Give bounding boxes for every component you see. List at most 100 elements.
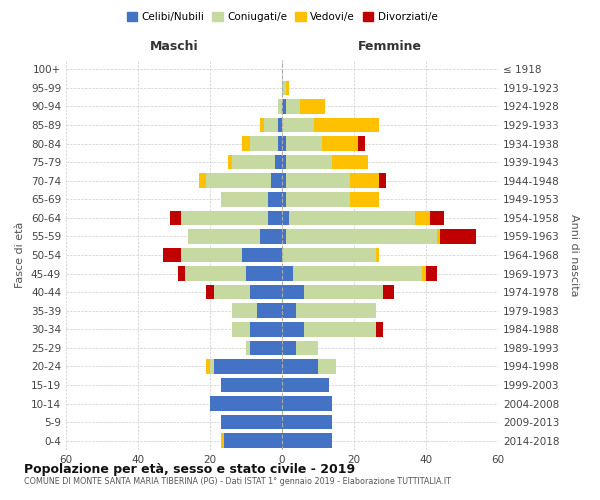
Bar [282,359,318,374]
Text: COMUNE DI MONTE SANTA MARIA TIBERINA (PG) - Dati ISTAT 1° gennaio 2019 - Elabora: COMUNE DI MONTE SANTA MARIA TIBERINA (PG… [24,478,451,486]
Bar [221,434,224,448]
Bar [214,359,282,374]
Bar [286,80,289,95]
Bar [232,155,275,170]
Bar [286,136,322,151]
Bar [278,136,282,151]
Bar [242,136,250,151]
Bar [260,118,264,132]
Bar [221,378,282,392]
Bar [282,248,376,262]
Bar [224,434,282,448]
Bar [188,229,260,244]
Bar [379,174,386,188]
Bar [286,99,300,114]
Bar [278,118,282,132]
Bar [300,99,325,114]
Bar [430,210,444,225]
Bar [257,304,282,318]
Bar [250,322,282,336]
Bar [264,118,278,132]
Bar [185,266,246,281]
Bar [221,415,282,430]
Bar [232,304,257,318]
Bar [178,266,185,281]
Bar [440,229,476,244]
Bar [296,340,318,355]
Bar [282,266,293,281]
Bar [437,229,440,244]
Bar [181,210,268,225]
Bar [293,266,422,281]
Bar [282,136,286,151]
Bar [278,99,282,114]
Bar [318,359,336,374]
Y-axis label: Anni di nascita: Anni di nascita [569,214,579,296]
Bar [282,396,332,411]
Bar [206,285,214,300]
Bar [268,210,282,225]
Bar [289,210,415,225]
Bar [250,340,282,355]
Bar [246,266,282,281]
Text: Maschi: Maschi [149,40,199,52]
Y-axis label: Fasce di età: Fasce di età [16,222,25,288]
Bar [275,155,282,170]
Bar [199,174,206,188]
Bar [314,118,379,132]
Bar [260,229,282,244]
Bar [376,248,379,262]
Bar [282,210,289,225]
Bar [242,248,282,262]
Bar [228,155,232,170]
Bar [282,174,286,188]
Bar [163,248,181,262]
Bar [206,359,210,374]
Bar [282,340,296,355]
Bar [268,192,282,206]
Bar [376,322,383,336]
Text: Femmine: Femmine [358,40,422,52]
Bar [282,378,329,392]
Bar [282,99,286,114]
Bar [322,136,358,151]
Bar [221,192,268,206]
Bar [250,285,282,300]
Bar [282,434,332,448]
Bar [206,174,271,188]
Bar [332,155,368,170]
Bar [296,304,376,318]
Bar [250,136,278,151]
Bar [282,155,286,170]
Bar [286,155,332,170]
Bar [181,248,242,262]
Bar [214,285,250,300]
Bar [282,192,286,206]
Bar [358,136,365,151]
Bar [210,359,214,374]
Bar [210,396,282,411]
Bar [246,340,250,355]
Text: Popolazione per età, sesso e stato civile - 2019: Popolazione per età, sesso e stato civil… [24,462,355,475]
Bar [304,285,383,300]
Bar [383,285,394,300]
Bar [282,229,286,244]
Bar [350,174,379,188]
Bar [426,266,437,281]
Bar [282,80,286,95]
Bar [282,322,304,336]
Bar [271,174,282,188]
Bar [286,192,350,206]
Bar [170,210,181,225]
Bar [286,174,350,188]
Bar [350,192,379,206]
Bar [286,229,437,244]
Legend: Celibi/Nubili, Coniugati/e, Vedovi/e, Divorziati/e: Celibi/Nubili, Coniugati/e, Vedovi/e, Di… [122,8,442,26]
Bar [422,266,426,281]
Bar [282,285,304,300]
Bar [304,322,376,336]
Bar [282,415,332,430]
Bar [232,322,250,336]
Bar [415,210,430,225]
Bar [282,118,314,132]
